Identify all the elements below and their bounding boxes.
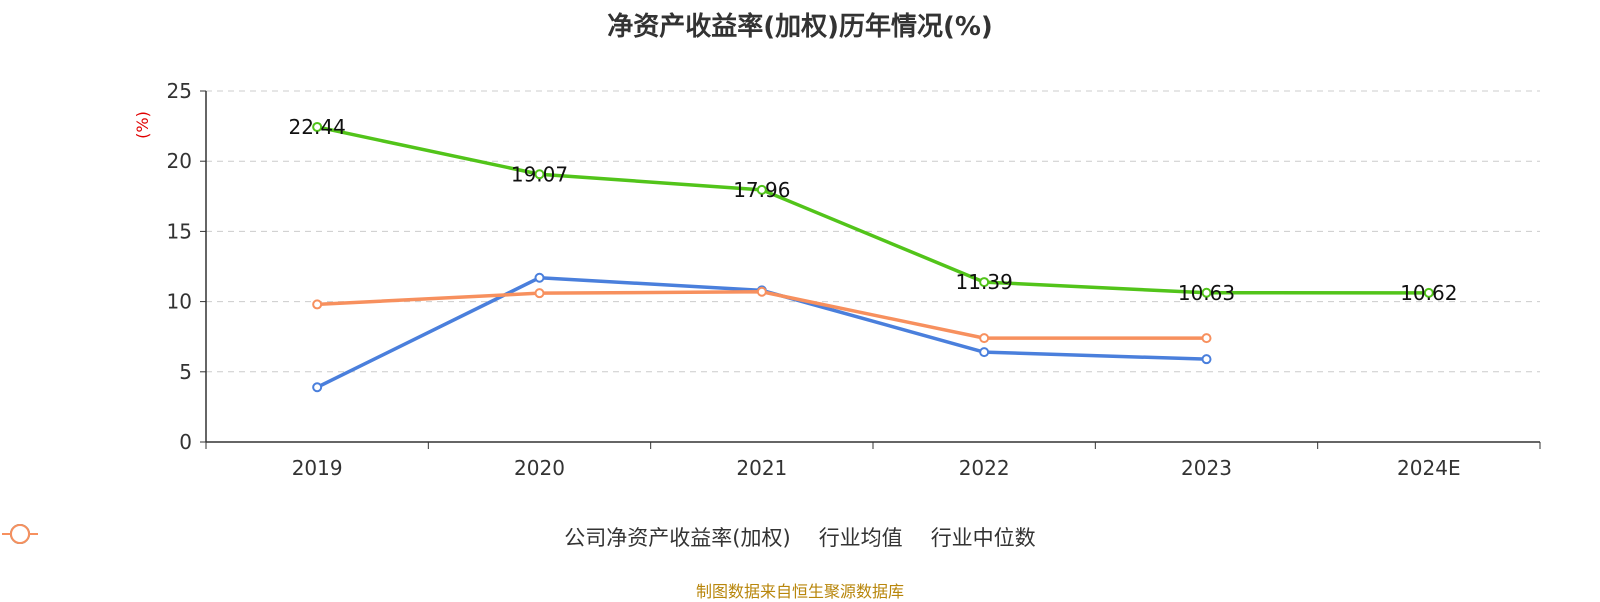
legend-label: 公司净资产收益率(加权)	[564, 526, 791, 550]
data-point	[312, 382, 323, 393]
y-tick-label: 25	[167, 79, 192, 103]
legend: 公司净资产收益率(加权) 行业均值 行业中位数	[0, 522, 1600, 552]
data-label: 10.63	[1178, 281, 1235, 305]
x-tick-label: 2020	[514, 456, 565, 480]
data-label: 11.39	[956, 270, 1013, 294]
data-point	[756, 286, 767, 297]
data-label: 22.44	[289, 115, 346, 139]
data-point	[534, 288, 545, 299]
data-point	[1201, 287, 1212, 298]
legend-item[interactable]: 行业中位数	[2, 522, 1036, 552]
legend-marker-icon	[2, 524, 38, 544]
data-label: 17.96	[733, 178, 790, 202]
y-tick-label: 20	[167, 149, 192, 173]
x-tick-label: 2023	[1181, 456, 1232, 480]
y-tick-label: 10	[167, 290, 192, 314]
y-tick-label: 15	[167, 219, 192, 243]
data-point	[1423, 287, 1434, 298]
legend-item[interactable]: 公司净资产收益率(加权)	[2, 522, 791, 552]
y-tick-label: 0	[179, 430, 192, 454]
data-point	[979, 277, 990, 288]
data-point	[312, 121, 323, 132]
x-tick-label: 2019	[292, 456, 343, 480]
data-point	[1201, 333, 1212, 344]
series-line-1	[316, 125, 1429, 295]
data-point	[756, 184, 767, 195]
x-tick-label: 2022	[959, 456, 1010, 480]
data-label: 10.62	[1400, 281, 1457, 305]
x-tick-label: 2024E	[1397, 456, 1461, 480]
legend-label: 行业中位数	[930, 526, 1036, 550]
series-line-3	[317, 290, 1207, 340]
y-axis-label: (%)	[133, 111, 152, 139]
data-point	[534, 169, 545, 180]
chart-title: 净资产收益率(加权)历年情况(%)	[607, 12, 993, 42]
x-tick-label: 2021	[736, 456, 787, 480]
y-tick-label: 5	[179, 360, 192, 384]
data-point	[312, 299, 323, 310]
source-note: 制图数据来自恒生聚源数据库	[695, 582, 904, 601]
legend-item[interactable]: 行业均值	[2, 522, 903, 552]
legend-label: 行业均值	[818, 526, 903, 550]
data-point	[979, 347, 990, 358]
data-point	[1201, 354, 1212, 365]
data-point	[979, 333, 990, 344]
data-point	[534, 272, 545, 283]
data-label: 19.07	[511, 162, 568, 186]
